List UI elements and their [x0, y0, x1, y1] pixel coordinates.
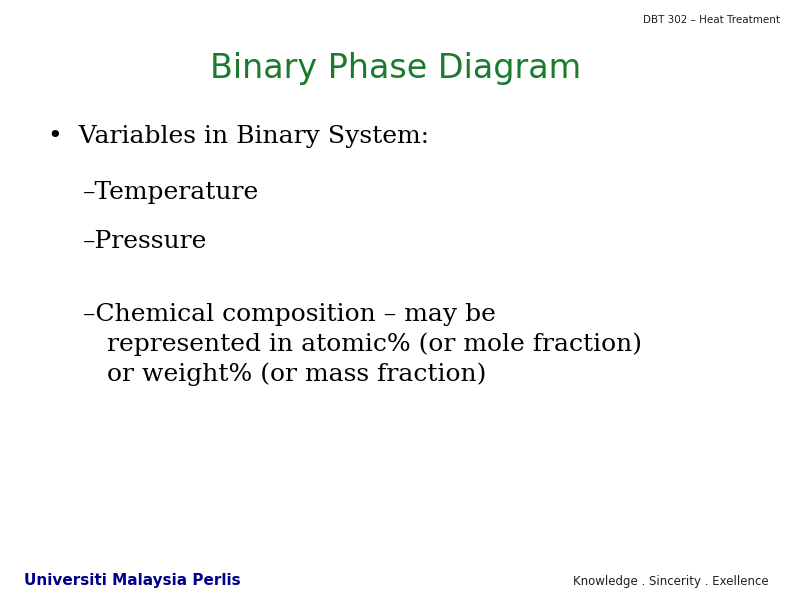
Text: Universiti Malaysia Perlis: Universiti Malaysia Perlis	[24, 572, 241, 588]
Text: •  Variables in Binary System:: • Variables in Binary System:	[48, 125, 428, 149]
Text: –Pressure: –Pressure	[83, 230, 208, 253]
Text: –Temperature: –Temperature	[83, 181, 260, 204]
Text: Knowledge . Sincerity . Exellence: Knowledge . Sincerity . Exellence	[573, 575, 768, 588]
Text: DBT 302 – Heat Treatment: DBT 302 – Heat Treatment	[643, 15, 780, 25]
Text: –Chemical composition – may be
   represented in atomic% (or mole fraction)
   o: –Chemical composition – may be represent…	[83, 303, 642, 386]
Text: Binary Phase Diagram: Binary Phase Diagram	[211, 52, 581, 85]
